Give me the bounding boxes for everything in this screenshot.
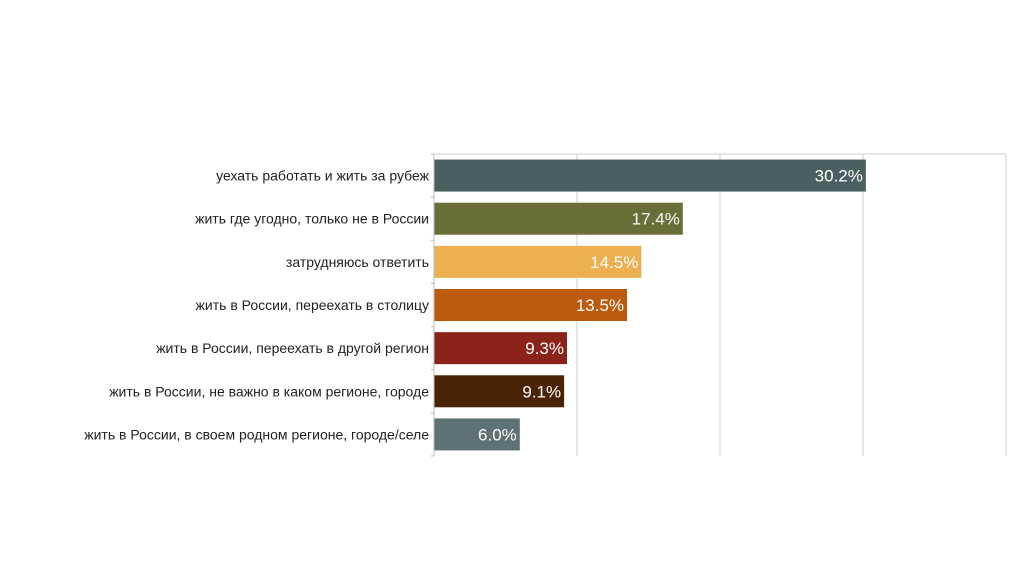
category-label: жить в России, не важно в каком регионе,…	[109, 383, 429, 399]
bar	[434, 289, 628, 321]
data-label: 14.5%	[590, 253, 638, 272]
bar	[434, 159, 866, 192]
category-label: жить в России, переехать в столицу	[196, 297, 429, 313]
category-label: жить где угодно, только не в России	[195, 211, 429, 227]
bar	[434, 332, 567, 365]
data-label: 30.2%	[815, 167, 863, 186]
bar	[434, 202, 683, 235]
data-label: 13.5%	[576, 296, 624, 315]
bars: 30.2% 17.4% 14.5% 13.5% 9.3% 9.1% 6.0%	[434, 159, 866, 451]
category-label: жить в России, переехать в другой регион	[156, 340, 429, 356]
bar	[434, 245, 642, 278]
data-label: 17.4%	[632, 210, 680, 229]
data-label: 9.3%	[525, 339, 564, 358]
bar	[434, 418, 520, 451]
y-axis: уехать работать и жить за рубеж жить где …	[84, 153, 435, 457]
category-label: уехать работать и жить за рубеж	[216, 168, 429, 184]
category-label: жить в России, в своем родном регионе, г…	[84, 426, 429, 442]
category-label: затрудняюсь ответить	[286, 254, 429, 270]
bar	[434, 375, 565, 408]
data-label: 6.0%	[478, 425, 517, 444]
data-label: 9.1%	[522, 382, 561, 401]
